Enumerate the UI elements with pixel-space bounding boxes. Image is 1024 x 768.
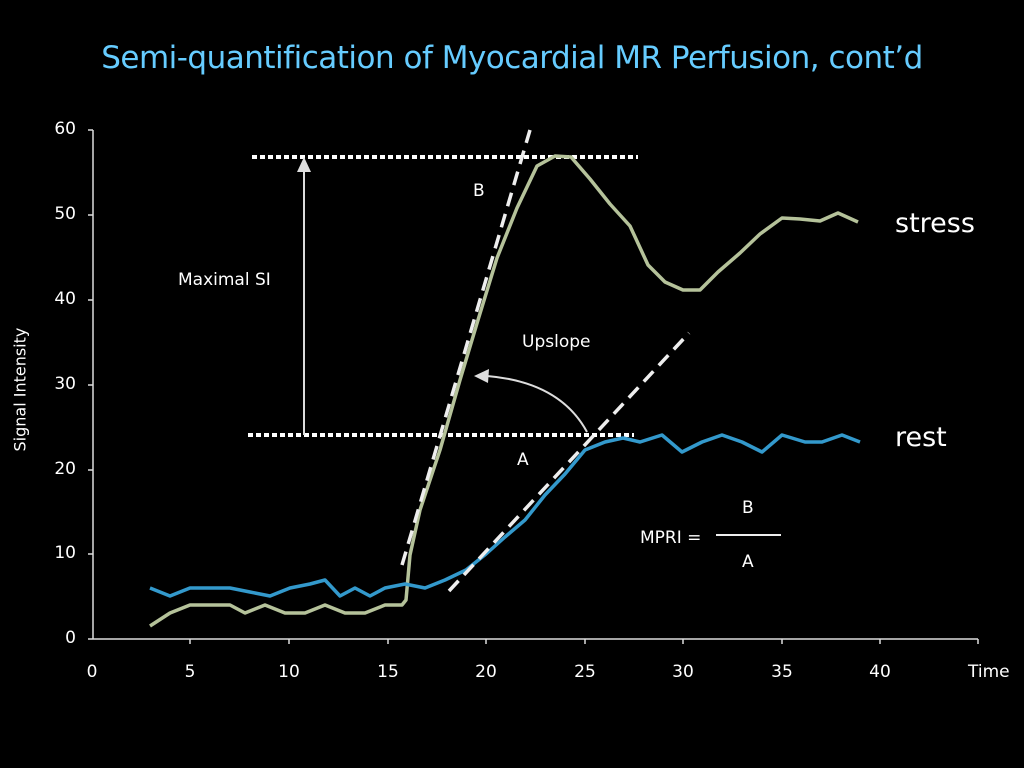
rest-series-label: rest — [895, 422, 947, 453]
tangent-a-dashed-line — [447, 331, 691, 593]
y-tick-40: 40 — [54, 289, 76, 309]
y-tick-60: 60 — [54, 119, 76, 139]
x-tick-30: 30 — [672, 662, 694, 682]
maximal-si-label: Maximal SI — [178, 270, 271, 290]
upslope-curved-arrow-icon — [474, 369, 588, 433]
slide-title: Semi-quantification of Myocardial MR Per… — [101, 40, 923, 76]
tangent-b-label: B — [473, 181, 485, 201]
y-axis-label: Signal Intensity — [10, 327, 30, 452]
upslope-label: Upslope — [522, 332, 591, 352]
tangent-a-label: A — [517, 450, 529, 470]
stress-series-label: stress — [895, 208, 975, 239]
stress-curve — [149, 154, 859, 628]
x-tick-35: 35 — [771, 662, 793, 682]
y-tick-50: 50 — [54, 204, 76, 224]
x-tick-0: 0 — [86, 662, 98, 682]
x-axis-label: Time — [968, 662, 1010, 682]
mpri-denominator: A — [742, 552, 754, 572]
y-tick-30: 30 — [54, 374, 76, 394]
x-tick-5: 5 — [184, 662, 196, 682]
x-tick-15: 15 — [377, 662, 399, 682]
x-tick-40: 40 — [869, 662, 891, 682]
axes — [88, 129, 979, 644]
rest-curve — [149, 433, 861, 598]
x-tick-20: 20 — [475, 662, 497, 682]
maximal-si-arrow-icon — [297, 157, 311, 435]
x-tick-10: 10 — [278, 662, 300, 682]
tangent-b-dashed-line — [400, 129, 532, 566]
y-tick-10: 10 — [54, 543, 76, 563]
x-tick-25: 25 — [574, 662, 596, 682]
mpri-label: MPRI = — [640, 528, 702, 548]
y-tick-20: 20 — [54, 459, 76, 479]
mpri-numerator: B — [742, 498, 754, 518]
y-tick-0: 0 — [65, 628, 76, 648]
